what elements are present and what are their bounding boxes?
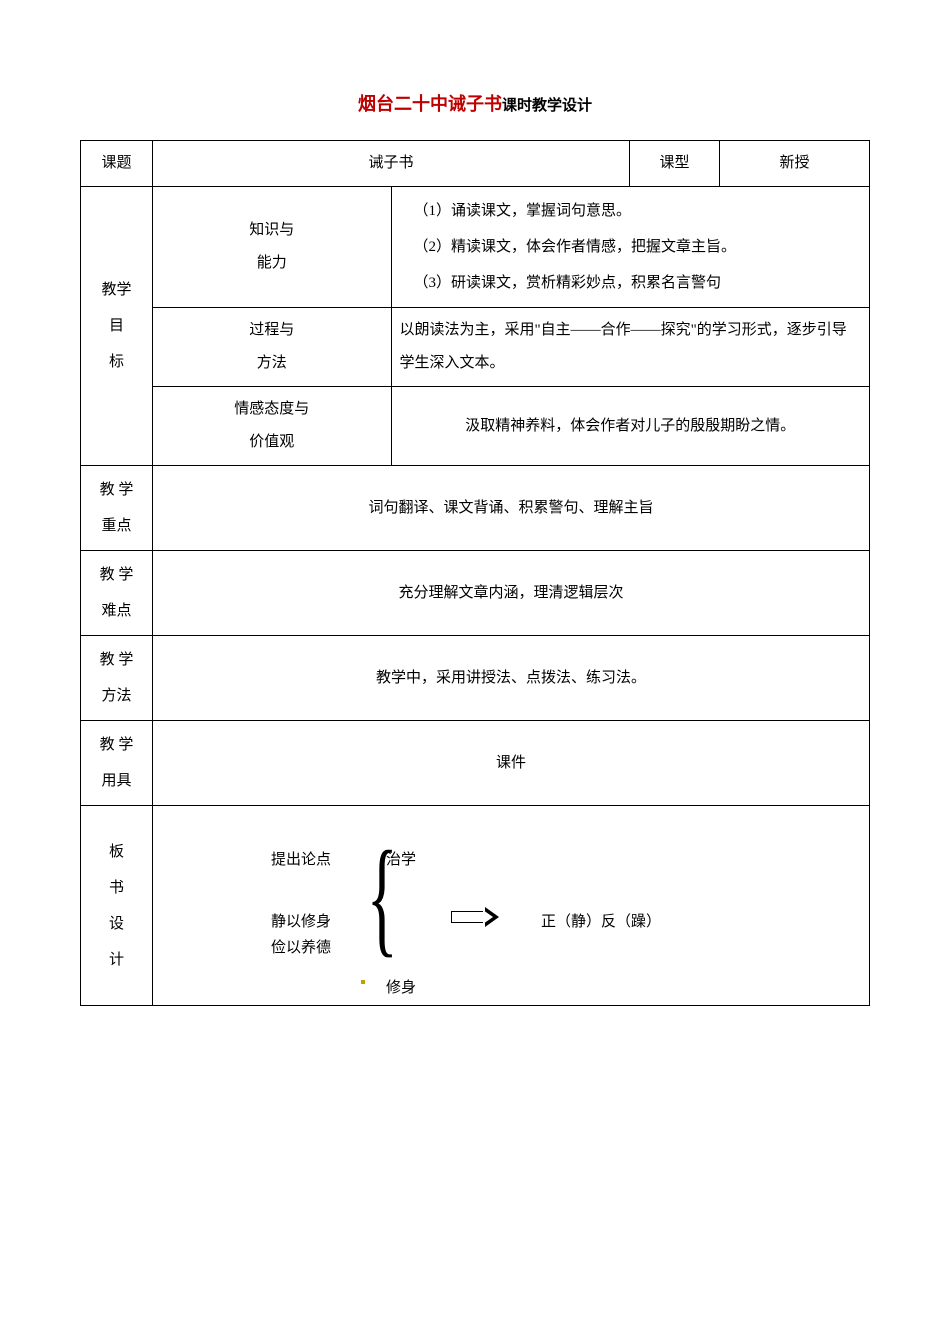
board-study: 治学 [386, 844, 416, 877]
board-thesis: 提出论点 [271, 844, 331, 877]
objectives-sub-emotion: 情感态度与价值观 [153, 387, 392, 466]
difficulty-value: 充分理解文章内涵，理清逻辑层次 [153, 551, 870, 636]
page-title: 烟台二十中诫子书课时教学设计 [80, 90, 870, 116]
type-label: 课型 [630, 141, 720, 187]
board-diagram: 提出论点 静以修身 俭以养德 { 治学 修身 正（静）反（躁） [161, 812, 861, 999]
table-row: 课题 诫子书 课型 新授 [81, 141, 870, 187]
board-label: 板 书 设 计 [81, 806, 153, 1006]
board-cultivate2: 俭以养德 [271, 932, 331, 965]
title-red: 烟台二十中诫子书 [358, 94, 502, 114]
objectives-sub-process: 过程与方法 [153, 308, 392, 387]
board-self: 修身 [386, 972, 416, 1005]
table-row: 板 书 设 计 提出论点 静以修身 俭以养德 { 治学 修身 正（静）反（躁） [81, 806, 870, 1006]
keypoint-label: 教 学 重点 [81, 466, 153, 551]
type-value: 新授 [720, 141, 870, 187]
dot-icon [361, 980, 365, 984]
table-row: 情感态度与价值观 汲取精神养料，体会作者对儿子的殷殷期盼之情。 [81, 387, 870, 466]
lesson-plan-table: 课题 诫子书 课型 新授 教学 目 标 知识与能力 （1）诵读课文，掌握词句意思… [80, 140, 870, 1006]
table-row: 过程与方法 以朗读法为主，采用"自主——合作——探究"的学习形式，逐步引导学生深… [81, 308, 870, 387]
topic-label: 课题 [81, 141, 153, 187]
arrow-icon [451, 908, 501, 926]
objectives-sub-knowledge: 知识与能力 [153, 187, 392, 308]
table-row: 教 学 难点 充分理解文章内涵，理清逻辑层次 [81, 551, 870, 636]
objectives-process-content: 以朗读法为主，采用"自主——合作——探究"的学习形式，逐步引导学生深入文本。 [391, 308, 870, 387]
table-row: 教学 目 标 知识与能力 （1）诵读课文，掌握词句意思。 （2）精读课文，体会作… [81, 187, 870, 308]
table-row: 教 学 用具 课件 [81, 721, 870, 806]
board-content: 提出论点 静以修身 俭以养德 { 治学 修身 正（静）反（躁） [153, 806, 870, 1006]
board-contrast: 正（静）反（躁） [541, 906, 661, 939]
tools-label: 教 学 用具 [81, 721, 153, 806]
method-value: 教学中，采用讲授法、点拨法、练习法。 [153, 636, 870, 721]
table-row: 教 学 方法 教学中，采用讲授法、点拨法、练习法。 [81, 636, 870, 721]
topic-value: 诫子书 [153, 141, 630, 187]
title-black: 课时教学设计 [502, 98, 592, 114]
objectives-emotion-content: 汲取精神养料，体会作者对儿子的殷殷期盼之情。 [391, 387, 870, 466]
difficulty-label: 教 学 难点 [81, 551, 153, 636]
method-label: 教 学 方法 [81, 636, 153, 721]
objectives-knowledge-content: （1）诵读课文，掌握词句意思。 （2）精读课文，体会作者情感，把握文章主旨。 （… [391, 187, 870, 308]
tools-value: 课件 [153, 721, 870, 806]
objectives-label: 教学 目 标 [81, 187, 153, 466]
table-row: 教 学 重点 词句翻译、课文背诵、积累警句、理解主旨 [81, 466, 870, 551]
keypoint-value: 词句翻译、课文背诵、积累警句、理解主旨 [153, 466, 870, 551]
